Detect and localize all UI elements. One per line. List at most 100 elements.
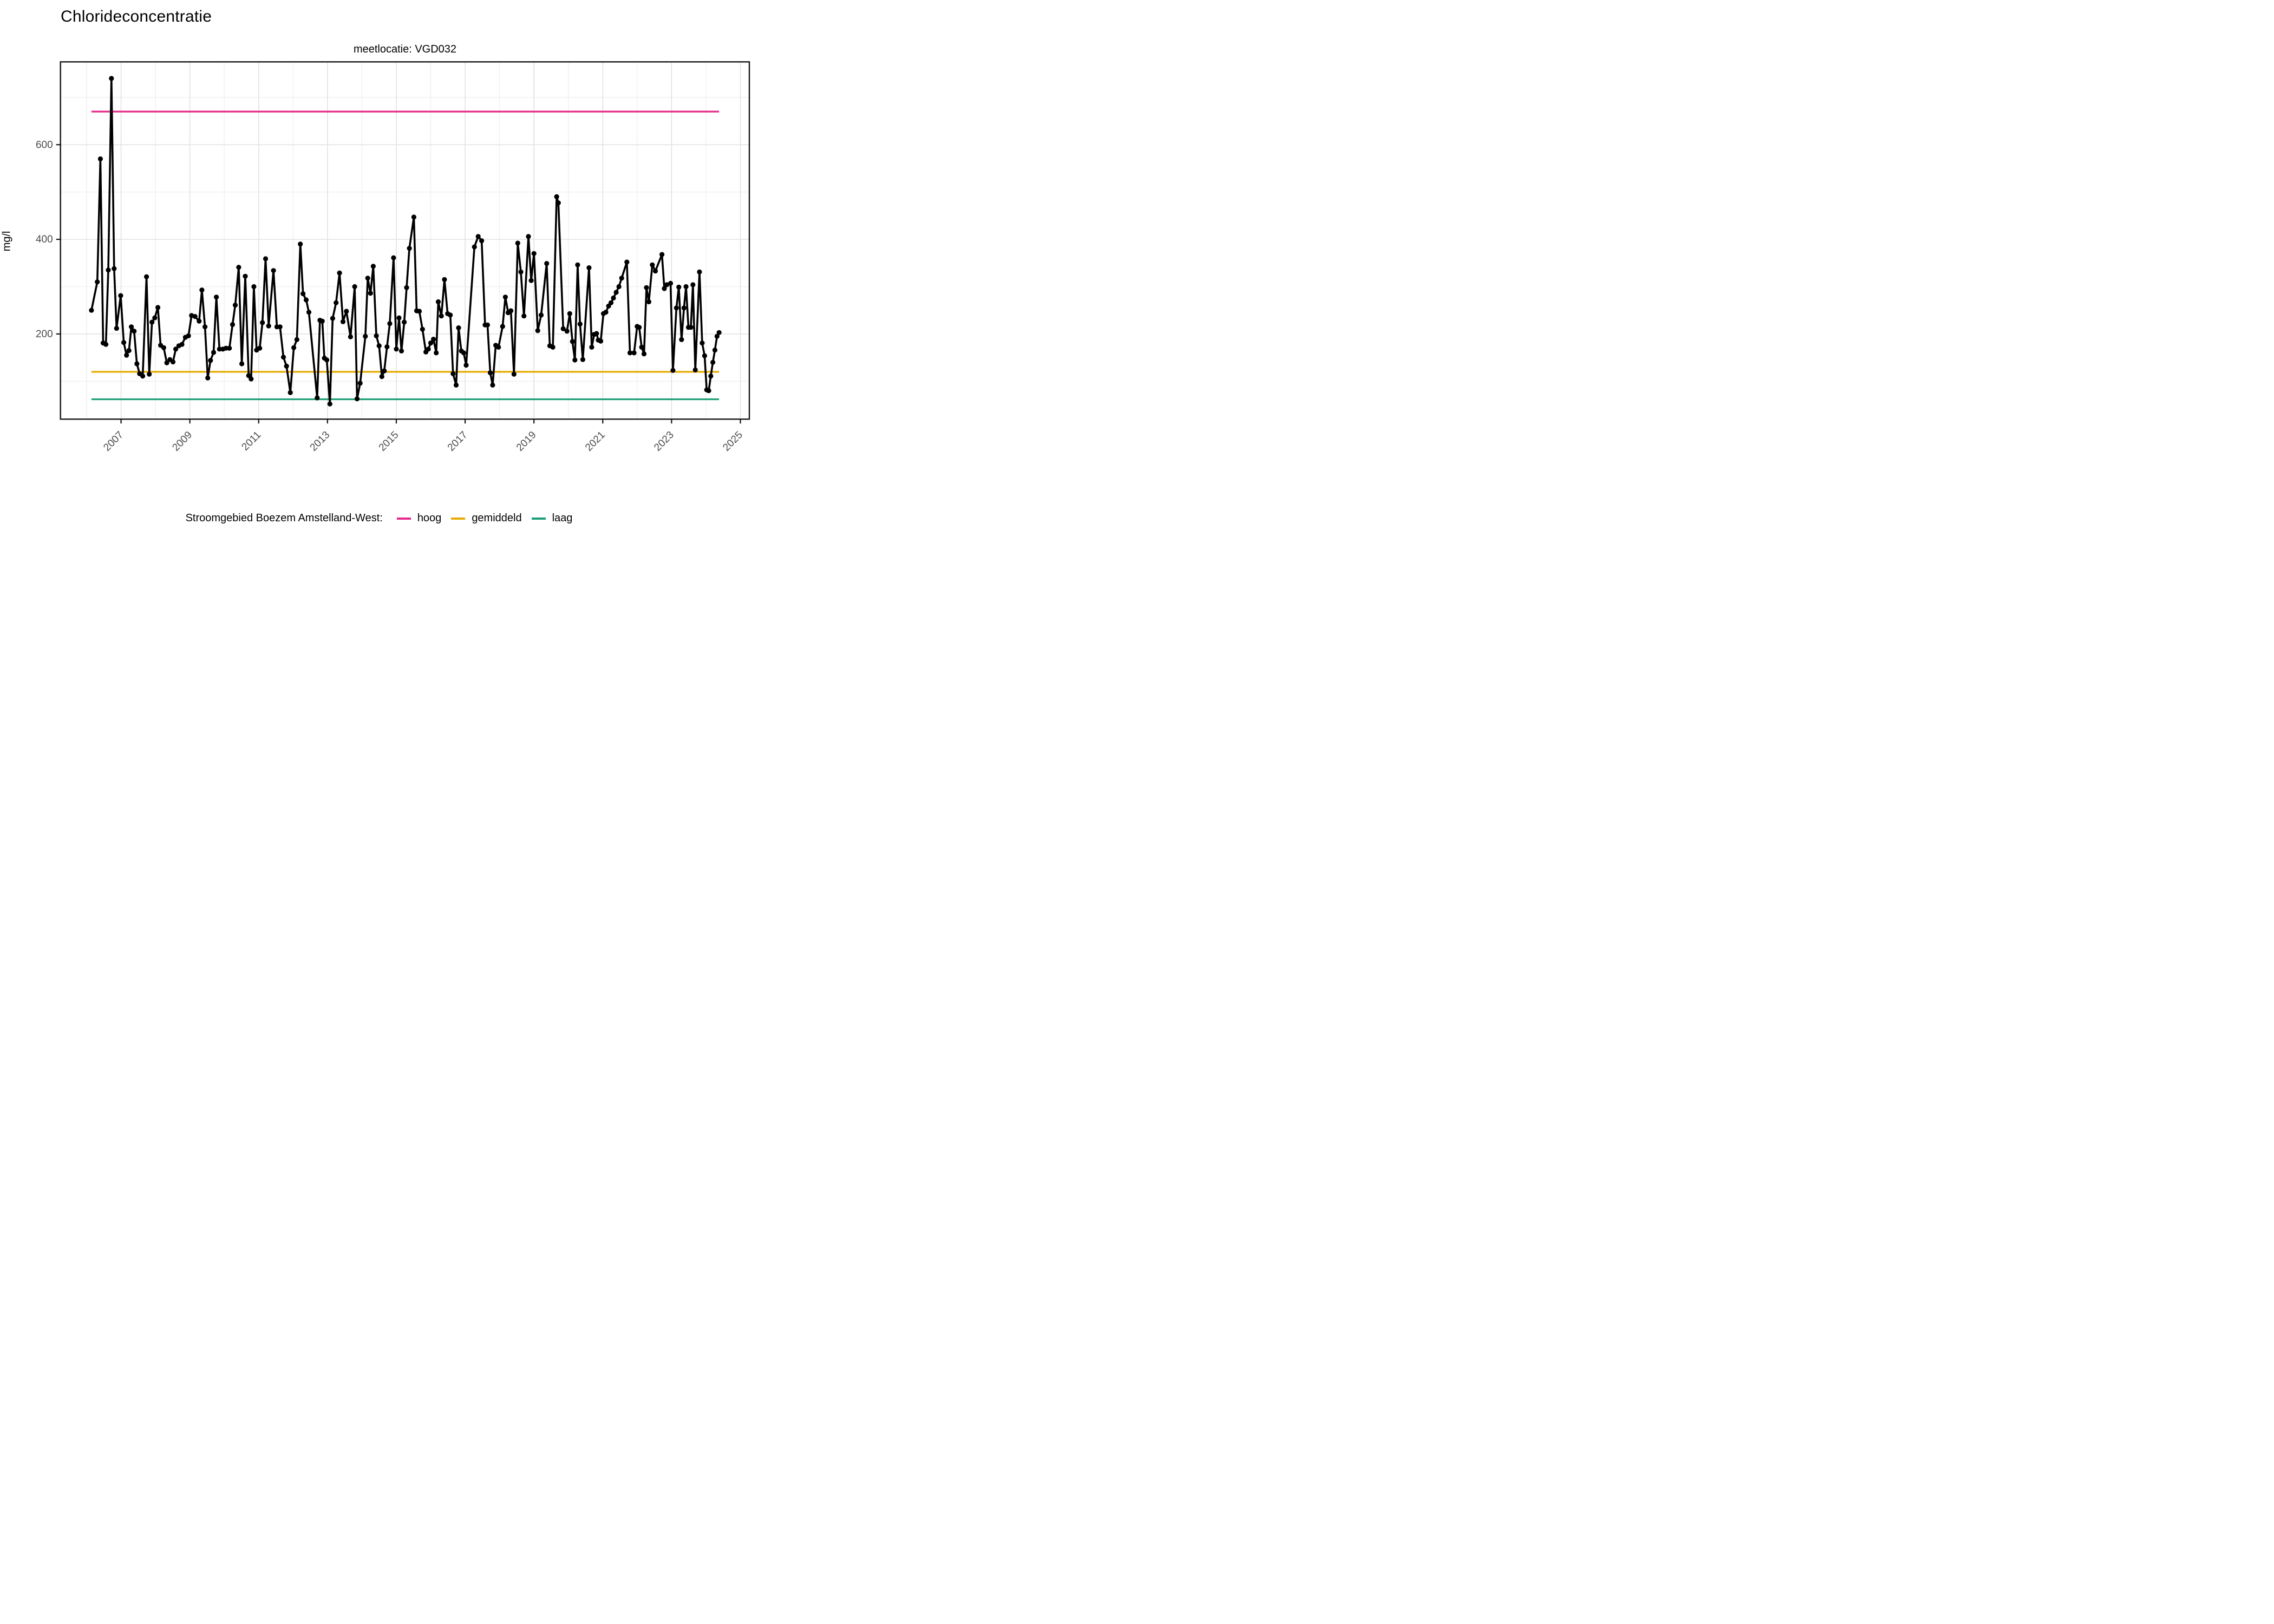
data-point: [186, 333, 191, 339]
data-point: [434, 350, 439, 356]
data-point: [271, 268, 276, 273]
laag-line-key-icon: [531, 517, 546, 520]
data-point: [589, 344, 594, 350]
data-point: [608, 300, 614, 305]
data-point: [404, 285, 409, 290]
data-point: [382, 368, 387, 374]
data-point: [197, 318, 202, 324]
x-tick-label: 2011: [240, 429, 264, 453]
data-point: [697, 269, 702, 274]
x-tick-label: 2007: [101, 429, 126, 454]
legend-item-gemiddeld: gemiddeld: [451, 512, 522, 525]
data-point: [679, 337, 684, 343]
data-point: [376, 343, 382, 349]
data-point: [89, 307, 94, 313]
data-point: [550, 344, 556, 350]
data-point: [485, 322, 491, 328]
data-point: [420, 326, 425, 332]
gemiddeld-line-key-icon: [451, 517, 466, 520]
data-point: [710, 359, 716, 365]
data-point: [435, 299, 441, 305]
data-point: [217, 346, 222, 352]
data-point: [475, 234, 481, 239]
legend-label-laag: laag: [552, 512, 573, 524]
data-point: [121, 340, 127, 345]
data-point: [528, 278, 534, 283]
data-point: [463, 363, 469, 368]
data-point: [260, 320, 265, 325]
panel-border: [60, 61, 750, 420]
data-point: [706, 388, 711, 394]
data-point: [170, 359, 176, 365]
data-point: [461, 350, 467, 356]
legend: Stroomgebied Boezem Amstelland-West: hoo…: [0, 512, 758, 525]
data-point: [227, 345, 232, 351]
data-point: [613, 290, 619, 295]
data-point: [384, 344, 390, 350]
data-point: [702, 353, 707, 358]
data-point: [611, 295, 616, 301]
x-tick-label: 2023: [652, 429, 676, 454]
data-point: [97, 156, 103, 162]
data-point: [324, 357, 330, 363]
data-point: [249, 376, 254, 382]
data-point: [577, 322, 583, 327]
data-point: [114, 325, 119, 331]
facet-strip-label: meetlocatie: VGD032: [353, 43, 457, 55]
data-point: [239, 361, 245, 366]
data-point: [266, 323, 271, 329]
data-point: [426, 346, 431, 352]
data-point: [315, 395, 320, 401]
data-point: [365, 276, 370, 281]
data-point: [567, 311, 572, 317]
data-point: [683, 284, 689, 290]
data-point: [306, 310, 312, 315]
data-point: [714, 333, 720, 339]
data-point: [340, 319, 346, 324]
data-point: [287, 390, 293, 395]
data-point: [103, 342, 109, 347]
data-point: [544, 261, 550, 266]
data-point: [118, 293, 123, 298]
chart-plot-area: 200 400 600 2007 2009 2011 2013 2015 2017 2019 202…: [36, 61, 750, 454]
data-point: [515, 240, 520, 246]
data-point: [407, 246, 412, 251]
data-point: [155, 305, 161, 310]
data-point: [450, 371, 456, 377]
data-point: [676, 284, 682, 290]
x-tick-label: 2021: [583, 429, 607, 454]
data-point: [712, 348, 717, 353]
data-point: [487, 370, 493, 376]
data-point: [556, 200, 561, 206]
data-point: [303, 297, 309, 303]
data-point: [416, 309, 422, 314]
data-point: [214, 294, 219, 300]
data-point: [147, 371, 152, 377]
data-point: [538, 312, 544, 318]
data-point: [363, 333, 368, 339]
data-point: [554, 194, 559, 199]
data-point: [572, 357, 578, 363]
y-tick-label: 600: [36, 139, 53, 150]
data-point: [692, 367, 698, 373]
data-point: [639, 344, 644, 350]
data-point: [616, 284, 622, 290]
data-point: [298, 241, 303, 247]
data-point: [173, 346, 179, 352]
data-point: [641, 351, 647, 357]
data-point: [230, 322, 236, 328]
data-point: [211, 350, 217, 355]
data-point: [129, 324, 134, 330]
data-point: [456, 325, 461, 331]
legend-label-hoog: hoog: [417, 512, 442, 524]
data-point: [603, 310, 609, 315]
data-point: [668, 280, 674, 286]
data-point: [223, 345, 228, 351]
data-point: [428, 340, 434, 346]
data-point: [624, 259, 630, 265]
data-point: [277, 324, 283, 330]
legend-title: Stroomgebied Boezem Amstelland-West:: [185, 512, 383, 524]
data-point: [631, 350, 637, 356]
data-point: [144, 274, 149, 279]
data-point: [391, 255, 396, 260]
